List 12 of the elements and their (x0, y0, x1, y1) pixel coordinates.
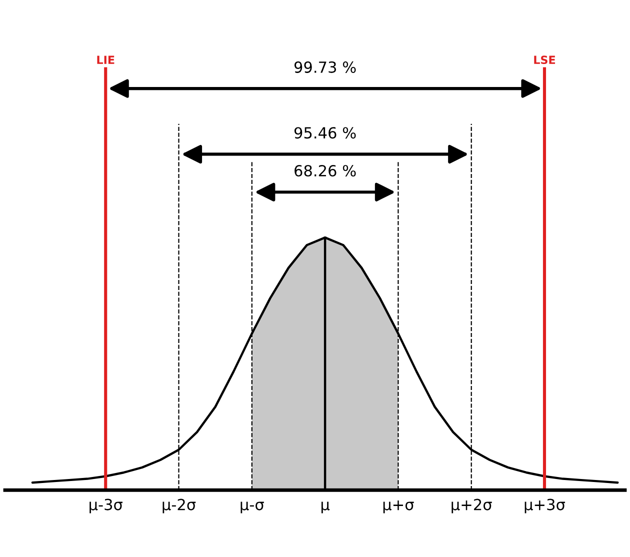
text: 99.73 % (294, 61, 356, 73)
text: 95.46 % (294, 127, 356, 139)
x-tick-label: μ-3σ (90, 498, 122, 514)
x-tick-label: μ (321, 502, 330, 514)
ref-line-label: LSE (534, 56, 556, 64)
x-tick-label: μ+σ (383, 500, 414, 514)
x-tick-label: μ-σ (240, 502, 264, 514)
x-tick-label: μ-2σ (162, 498, 196, 514)
x-tick-label: μ+2σ (452, 498, 492, 514)
text: 68.26 % (294, 164, 356, 177)
x-tick-label: μ+3σ (524, 498, 566, 514)
ref-line-label: LIE (97, 56, 114, 64)
